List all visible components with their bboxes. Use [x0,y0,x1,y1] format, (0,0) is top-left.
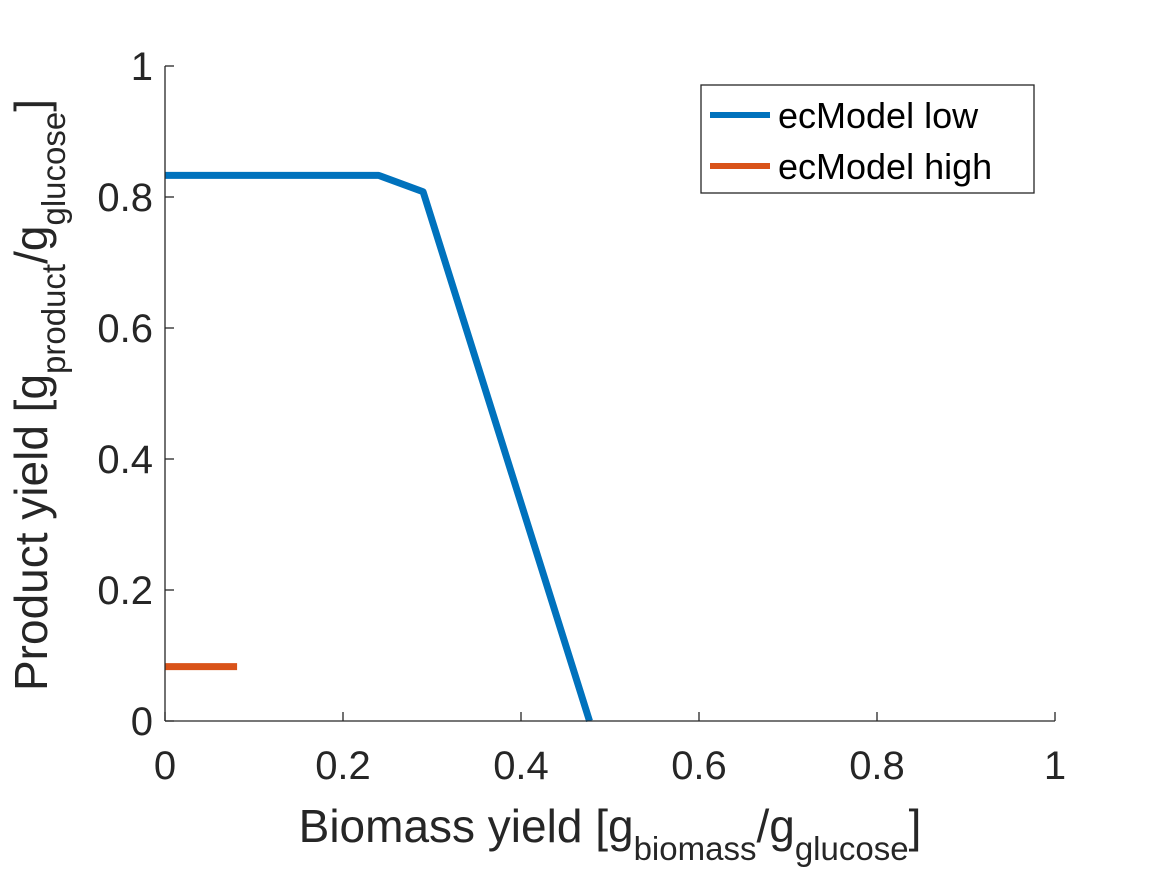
series-line-ecmodel-low [165,171,593,723]
y-tick-label: 0.8 [97,176,153,220]
x-tick-label: 0.2 [315,744,371,788]
x-tick-label: 0 [154,744,176,788]
x-axis-title-sub2: glucose [795,830,909,867]
y-axis-title-prefix: Product yield [g [5,374,57,691]
x-axis-title-mid: /g [756,800,794,852]
y-tick-label: 0.2 [97,569,153,613]
y-axis-title-mid: /g [5,226,57,264]
y-tick-label: 0.6 [97,307,153,351]
legend-label-ecmodel-high: ecModel high [778,146,992,187]
x-tick-label: 0.4 [493,744,549,788]
legend-label-ecmodel-low: ecModel low [778,95,979,136]
x-tick-label: 0.8 [849,744,905,788]
y-tick-label: 1 [131,45,153,89]
x-axis-title-suffix: ] [909,800,922,852]
y-axis-title-suffix: ] [5,99,57,112]
legend-box [700,84,1035,194]
x-tick-label: 1 [1044,744,1066,788]
x-axis-title-sub1: biomass [634,830,757,867]
y-axis-title-sub2: glucose [35,112,72,226]
ticks-layer: 0 0.2 0.4 0.6 0.8 1 0 0.2 0.4 0.6 0.8 1 [97,45,1066,788]
y-axis-title: Product yield [gproduct/gglucose] [5,99,72,691]
y-tick-label: 0 [131,700,153,744]
y-axis-title-sub1: product [35,264,72,374]
x-axis-title: Biomass yield [gbiomass/gglucose] [299,800,922,867]
legend: ecModel low ecModel high [700,84,1035,194]
x-tick-label: 0.6 [671,744,727,788]
x-axis-title-prefix: Biomass yield [g [299,800,634,852]
axes-layer [164,66,1055,722]
series-layer [165,171,593,723]
y-tick-label: 0.4 [97,438,153,482]
